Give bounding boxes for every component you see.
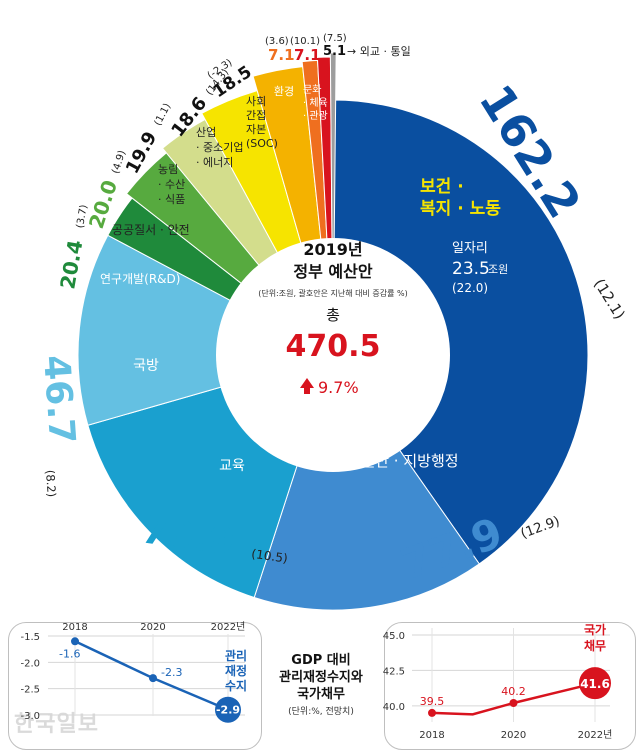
debt-title-line: 채무 — [584, 638, 606, 653]
debt-label-2022: 41.6 — [580, 677, 610, 691]
slice-label-education: 교육 — [219, 458, 245, 474]
national-debt-point — [509, 699, 518, 707]
pie-subtitle: 정부 예산안 — [293, 262, 372, 281]
diplomacy-slice-name: → 외교 · 통일 — [347, 44, 411, 58]
right-y-tick: 42.5 — [383, 666, 405, 677]
jobs-sub-item: 일자리 23.5조원(22.0) — [452, 241, 508, 295]
change-label-environment: (3.6) — [265, 36, 289, 47]
slice-label-environment: 환경 — [274, 85, 294, 98]
left-x-tick: 2020 — [140, 622, 165, 633]
slice-label-industry: 산업 · 중소기업 · 에너지 — [196, 126, 243, 169]
total-label: 총 — [326, 306, 340, 324]
left-y-tick: -2.5 — [20, 685, 40, 696]
slice-label-culture: 문화 · 체육 · 관광 — [303, 84, 328, 122]
fiscal-title-line: 재정 — [225, 663, 247, 678]
fiscal-title-line: 수지 — [225, 678, 247, 693]
national-debt-chart: 45.0 42.5 40.0 2018 2020 2022년 39.5 40.2 41.6 국가채… — [383, 622, 613, 741]
national-debt-point — [428, 708, 436, 717]
slice-label-health: 보건 · 복지 · 노동 — [420, 177, 501, 219]
fiscal-balance-chart: -1.5 -2.0 -2.5 -3.0 2018 2020 2022년 -1.6 -2.3 -2.… — [20, 621, 247, 723]
growth-value: 9.7% — [318, 378, 359, 397]
fiscal-label-2022: -2.9 — [216, 704, 240, 717]
change-label-diplomacy: (7.5) — [323, 33, 347, 44]
left-y-tick: -2.0 — [20, 658, 40, 669]
fiscal-label-2020: -2.3 — [161, 666, 182, 679]
gdp-legend-line: GDP 대비 — [291, 653, 350, 668]
right-y-tick: 45.0 — [383, 631, 405, 642]
fiscal-balance-point — [215, 696, 241, 723]
gdp-legend-line: 관리재정수지와 — [279, 669, 363, 685]
right-x-tick: 2018 — [419, 730, 444, 741]
slice-label-general: 일반 · 지방행정 — [361, 452, 458, 470]
jobs-value: 23.5 — [452, 259, 490, 279]
right-y-tick: 40.0 — [383, 702, 405, 713]
fiscal-label-2018: -1.6 — [59, 647, 80, 660]
jobs-unit: 조원 — [488, 263, 508, 276]
fiscal-title-line: 관리 — [225, 648, 247, 663]
left-x-tick: 2018 — [62, 622, 87, 633]
debt-title-line: 국가 — [584, 622, 606, 637]
fiscal-balance-point — [149, 674, 157, 683]
value-label-environment: 7.1 — [268, 46, 295, 64]
jobs-label: 일자리 — [452, 241, 488, 256]
right-x-tick: 2022년 — [578, 729, 613, 741]
slice-change: (10.5) — [250, 547, 288, 566]
growth-arrow-icon — [300, 378, 314, 394]
slice-change: (12.1) — [590, 276, 628, 323]
debt-label-2020: 40.2 — [501, 685, 526, 698]
slice-label-defense: 국방 — [133, 358, 159, 374]
fiscal-balance-point — [71, 637, 79, 646]
total-value: 470.5 — [286, 329, 381, 364]
slice-value: 20.4 — [55, 238, 87, 291]
slice-label-rnd: 연구개발(R&D) — [100, 272, 180, 286]
slice-label-public_order: 공공질서 · 안전 — [112, 223, 190, 237]
slice-change: (8.2) — [43, 469, 59, 497]
left-chart-panel — [8, 622, 262, 750]
gdp-legend-line: 국가채무 — [297, 687, 345, 702]
value-label-diplomacy: 5.1 — [323, 44, 346, 59]
slice-change: (3.7) — [75, 204, 90, 229]
debt-label-2018: 39.5 — [420, 695, 445, 708]
value-label-culture: 7.1 — [294, 46, 321, 64]
left-y-tick: -3.0 — [20, 711, 40, 722]
change-label-culture: (10.1) — [290, 36, 320, 47]
gdp-legend-note: (단위:%, 전망치) — [288, 705, 354, 717]
pie-unit-note: (단위:조원, 괄호안은 지난해 대비 증감률 %) — [258, 288, 408, 298]
slice-label-soc: 사회 간접 자본 (SOC) — [246, 95, 278, 150]
jobs-change: (22.0) — [452, 281, 488, 295]
pie-title: 2019년 — [303, 240, 362, 259]
right-x-tick: 2020 — [501, 730, 526, 741]
pie-center-disc — [216, 238, 450, 472]
left-y-tick: -1.5 — [20, 632, 40, 643]
national-debt-point — [579, 667, 611, 700]
slice-value: 46.7 — [35, 354, 82, 445]
left-x-tick: 2022년 — [211, 621, 246, 633]
watermark-text: 한국일보 — [14, 712, 99, 737]
value-label-defense: 46.7 (8.2) — [35, 354, 82, 498]
slice-label-agriculture: 농림 · 수산 · 식품 — [158, 163, 185, 206]
